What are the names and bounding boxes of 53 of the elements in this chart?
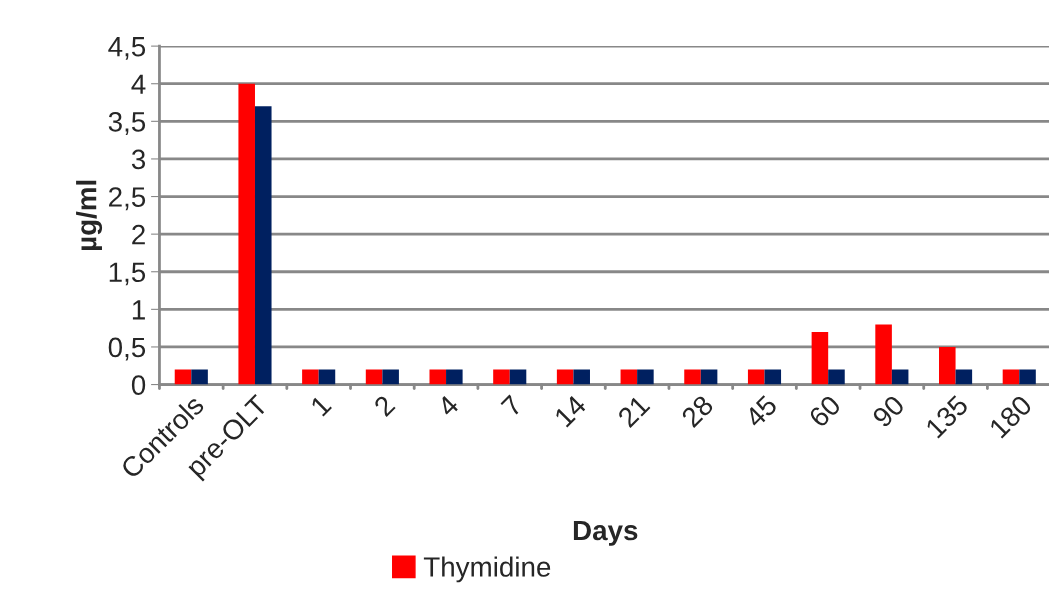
x-axis-title: Days	[573, 520, 638, 546]
bar	[302, 369, 319, 385]
bar	[875, 324, 892, 385]
bar	[429, 369, 447, 385]
bar	[1002, 369, 1020, 385]
bar	[365, 369, 383, 385]
x-tick-label: 28	[680, 394, 715, 429]
x-tick-label: 90	[871, 394, 906, 429]
y-tick-label: 3,5	[108, 112, 146, 135]
x-tick-label: 14	[553, 394, 588, 428]
bar	[174, 369, 192, 385]
y-tick-label: 4,5	[108, 37, 146, 60]
bar	[891, 369, 909, 385]
bar	[939, 346, 956, 385]
bar	[382, 369, 399, 385]
y-tick-label: 4	[131, 74, 146, 94]
y-tick-label: 0	[131, 375, 146, 395]
bar	[446, 369, 463, 385]
bar	[955, 369, 973, 385]
x-tick-label: 180	[988, 394, 1033, 439]
bar	[493, 369, 510, 385]
x-tick-label: 2	[372, 394, 396, 418]
x-tick-label: 135	[924, 394, 970, 439]
y-tick-label: 1,5	[109, 262, 146, 286]
y-tick-label: 2	[132, 224, 145, 245]
x-tick-label: 1	[309, 394, 332, 417]
y-tick-label: 2,5	[109, 187, 146, 211]
bar	[238, 83, 255, 385]
bar	[509, 369, 527, 385]
x-tick-label: 60	[807, 394, 842, 429]
bar	[637, 369, 654, 385]
y-tick-label: 0,5	[108, 337, 146, 361]
legend-label: Thymidine	[423, 556, 551, 583]
y-tick-label: 1	[132, 300, 145, 320]
x-tick-label: 7	[500, 394, 523, 418]
bar	[573, 369, 590, 385]
x-tick-label: 45	[743, 394, 779, 429]
bar	[620, 369, 638, 385]
bar	[764, 369, 782, 385]
bar	[700, 369, 718, 385]
y-axis-title: µg/ml	[76, 180, 103, 251]
x-tick-label: 4	[436, 394, 460, 418]
bar	[828, 369, 845, 385]
bar	[556, 369, 574, 385]
bar	[191, 369, 208, 385]
bar	[811, 331, 829, 385]
bar	[747, 369, 765, 385]
bar	[318, 369, 336, 385]
x-tick-label: 21	[616, 394, 651, 428]
bar	[1019, 369, 1036, 385]
bar	[684, 369, 701, 385]
y-tick-label: 3	[131, 149, 146, 170]
bar	[254, 106, 272, 385]
